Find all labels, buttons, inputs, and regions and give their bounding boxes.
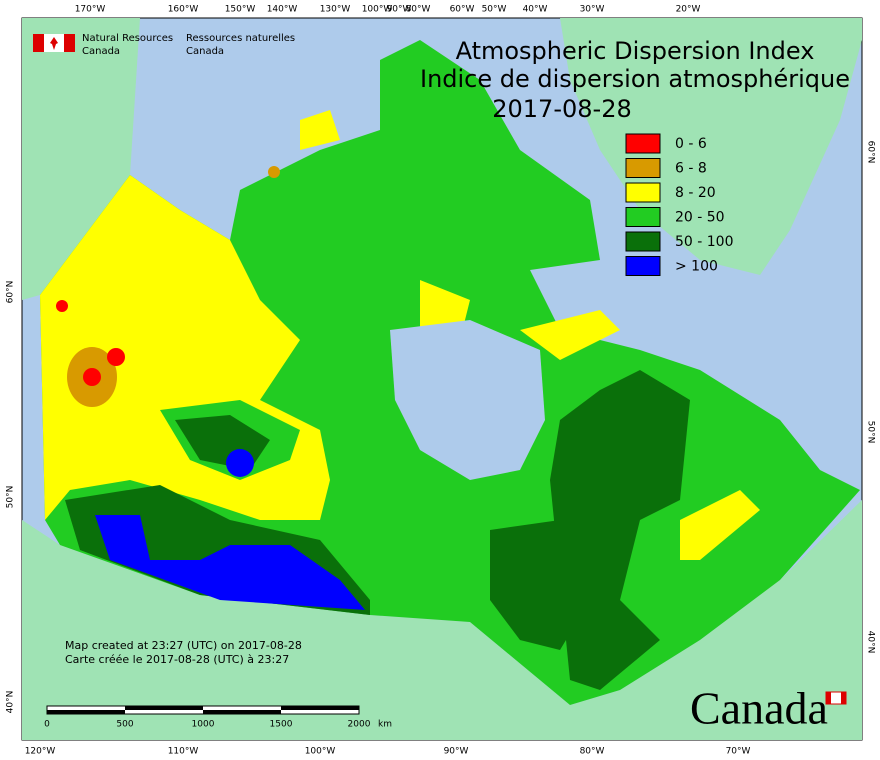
graticule-label: 20°W [676,5,701,15]
scale-segment [125,706,203,710]
graticule-label: 50°N [6,486,16,509]
greenland [560,18,862,275]
orange-patch [268,166,280,178]
red-patch [107,348,125,366]
graticule-label: 80°W [580,747,605,757]
graticule-label: 60°N [6,281,16,304]
scale-label: 2000 [348,720,371,730]
alaska [22,18,140,300]
graticule-label: 90°W [444,747,469,757]
scale-segment [203,710,281,714]
flag-bar [841,692,846,704]
graticule-label: 40°W [523,5,548,15]
south-blue [95,515,365,610]
legend-label: 20 - 50 [675,210,725,226]
scale-label: 500 [116,720,133,730]
graticule-label: 160°W [168,5,199,15]
title-date: 2017-08-28 [492,95,631,123]
graticule-label: 100°W [362,5,393,15]
legend-label: 8 - 20 [675,185,716,201]
agency-en: Natural Resources [82,33,173,44]
flag-leaf [50,37,58,50]
graticule-label: 40°N [866,631,876,654]
graticule-label: 50°N [866,421,876,444]
title-line: Indice de dispersion atmosphérique [420,65,850,93]
scale-label: 1000 [192,720,215,730]
scale-unit: km [378,720,392,730]
red-patch [83,368,101,386]
graticule-label: 40°N [6,691,16,714]
agency-fr: Canada [186,46,224,57]
arctic-8-20 [300,110,620,360]
legend-swatch [625,158,661,178]
graticule-label: 110°W [168,747,199,757]
red-patch [56,300,68,312]
legend-label: 0 - 6 [675,136,707,152]
united-states [22,500,862,740]
legend-label: 50 - 100 [675,234,734,250]
scale-label: 1500 [270,720,293,730]
graticule-label: 140°W [267,5,298,15]
graticule-label: 120°W [25,747,56,757]
legend-label: 6 - 8 [675,161,707,177]
agency-en: Canada [82,46,120,57]
legend-swatch [625,231,661,252]
flag-bar [64,34,75,52]
legend-swatch [625,207,661,227]
map-note: Carte créée le 2017-08-28 (UTC) à 23:27 [65,653,289,666]
east-50-100 [490,370,690,690]
wordmark: Canada [690,683,828,734]
graticule-label: 150°W [225,5,256,15]
graticule-label: 130°W [320,5,351,15]
graticule-label: 50°W [482,5,507,15]
legend-swatch [625,133,661,154]
quebec-8-20 [680,490,760,560]
hudson-bay [390,320,545,480]
graticule-label: 90°W [387,5,412,15]
flag-bar [826,692,831,704]
graticule-label: 80°W [406,5,431,15]
map-note: Map created at 23:27 (UTC) on 2017-08-28 [65,639,302,652]
graticule-label: 60°N [866,141,876,164]
graticule-label: 170°W [75,5,106,15]
scale-label: 0 [44,720,50,730]
blue-patch [226,449,254,477]
legend-swatch [625,182,661,203]
graticule-label: 60°W [450,5,475,15]
agency-fr: Ressources naturelles [186,33,295,44]
legend-label: > 100 [675,259,718,275]
graticule-label: 70°W [726,747,751,757]
scale-segment [281,706,359,710]
flag-bar [33,34,44,52]
scale-segment [47,710,125,714]
graticule-label: 30°W [580,5,605,15]
title-line: Atmospheric Dispersion Index [456,37,815,65]
graticule-label: 100°W [305,747,336,757]
legend-swatch [625,256,661,276]
